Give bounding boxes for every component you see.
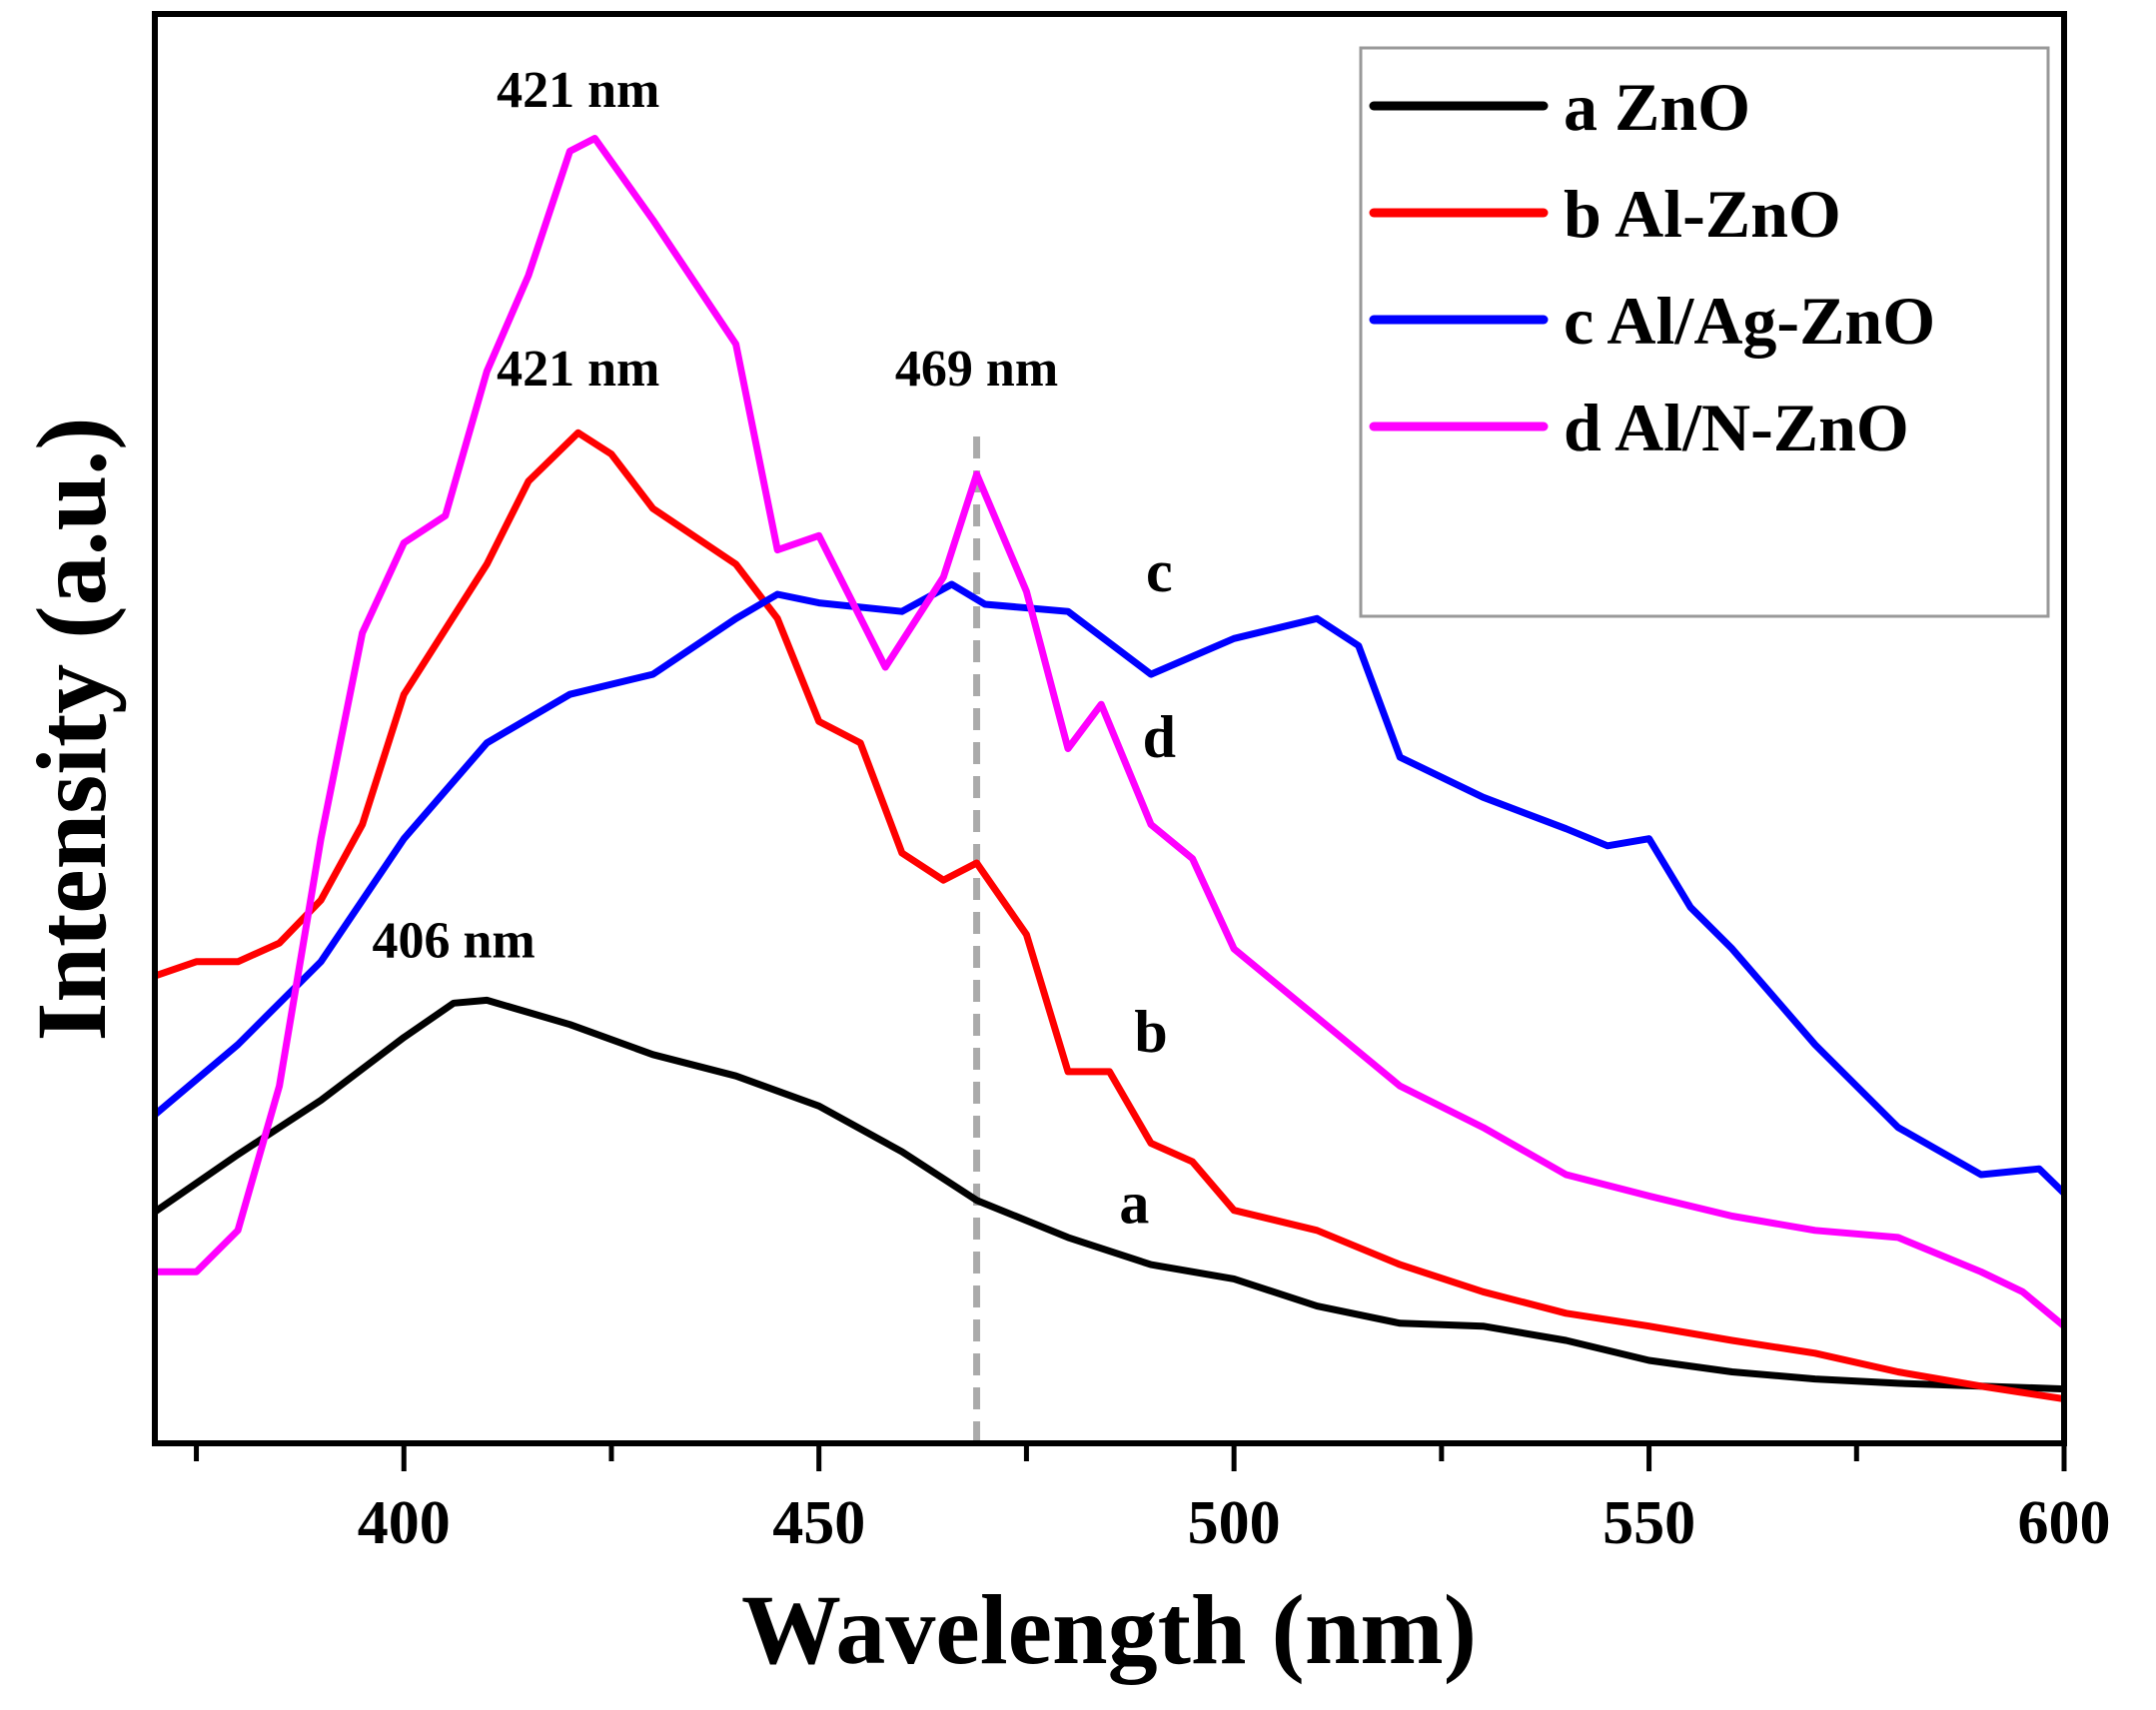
series-line-b [153, 428, 2065, 1403]
legend-label: d Al/N-ZnO [1564, 390, 1909, 465]
legend-item-a: a ZnO [1369, 69, 1750, 145]
x-tick-label: 500 [1188, 1489, 1281, 1557]
x-tick-label: 450 [772, 1489, 865, 1557]
peak-annotation: 421 nm [497, 341, 659, 398]
legend-item-d: d Al/N-ZnO [1369, 390, 1909, 465]
peak-annotation: 421 nm [497, 62, 659, 119]
legend-label: a ZnO [1564, 69, 1750, 145]
legend-label: b Al-ZnO [1564, 176, 1841, 252]
curve-label-b: b [1134, 999, 1167, 1065]
legend-label: c Al/Ag-ZnO [1564, 283, 1935, 359]
curve-label-a: a [1119, 1171, 1149, 1237]
legend-item-b: b Al-ZnO [1369, 176, 1841, 252]
x-tick-label: 550 [1603, 1489, 1695, 1557]
x-tick-label: 400 [358, 1489, 451, 1557]
series-line-d [155, 135, 2067, 1329]
peak-annotation: 406 nm [372, 912, 535, 969]
x-axis-title: Wavelength (nm) [741, 1574, 1477, 1685]
peak-annotation: 469 nm [895, 341, 1058, 398]
plot-frame [152, 11, 2067, 1446]
x-tick-label: 600 [2018, 1489, 2111, 1557]
series-line-c [152, 580, 2067, 1197]
legend-item-c: c Al/Ag-ZnO [1369, 283, 1935, 359]
legend-box [1359, 46, 2050, 618]
curve-label-d: d [1143, 704, 1176, 770]
curve-label-c: c [1146, 538, 1173, 604]
legend: a ZnO b Al-ZnO c Al/Ag-ZnO d Al/N-ZnO [1359, 46, 2050, 618]
y-axis-title: Intensity (a.u.) [16, 417, 127, 1041]
series-line-a [153, 996, 2065, 1393]
